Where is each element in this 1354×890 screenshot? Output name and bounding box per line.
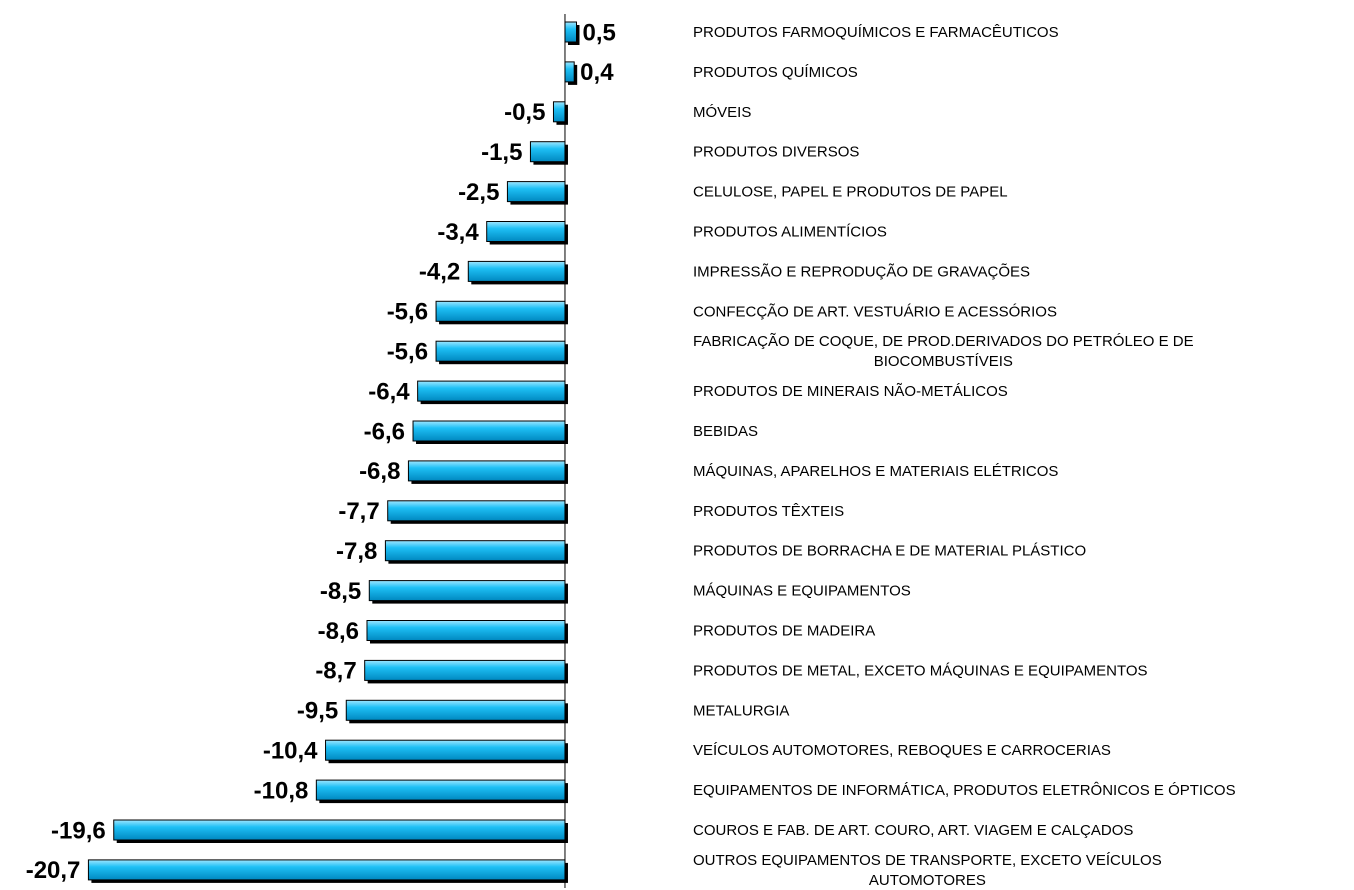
category-label: IMPRESSÃO E REPRODUÇÃO DE GRAVAÇÕES <box>693 263 1030 280</box>
value-label: -10,8 <box>254 777 309 804</box>
bar <box>113 819 566 841</box>
bar <box>407 460 566 482</box>
bar <box>364 659 566 681</box>
category-label: BEBIDAS <box>693 423 758 440</box>
value-label: -4,2 <box>419 259 460 286</box>
value-label: -8,6 <box>318 618 359 645</box>
category-label: VEÍCULOS AUTOMOTORES, REBOQUES E CARROCE… <box>693 742 1111 759</box>
value-label: -6,4 <box>368 378 410 405</box>
category-label: PRODUTOS FARMOQUÍMICOS E FARMACÊUTICOS <box>693 24 1059 41</box>
bar <box>564 21 577 43</box>
category-label: FABRICAÇÃO DE COQUE, DE PROD.DERIVADOS D… <box>693 333 1194 370</box>
value-label: -19,6 <box>51 817 106 844</box>
bar <box>506 181 566 203</box>
value-label: -7,8 <box>336 538 377 565</box>
bar <box>366 620 566 641</box>
category-label: PRODUTOS ALIMENTÍCIOS <box>693 224 887 241</box>
category-label: PRODUTOS DIVERSOS <box>693 144 859 161</box>
bar <box>435 300 566 322</box>
value-label: -20,7 <box>26 857 81 884</box>
bar <box>412 420 566 442</box>
category-label: MÁQUINAS E EQUIPAMENTOS <box>693 583 911 600</box>
category-label: METALURGIA <box>693 702 789 719</box>
value-label: -10,4 <box>263 738 318 765</box>
bar <box>417 380 566 402</box>
category-label: MÓVEIS <box>693 104 751 121</box>
value-label: -8,5 <box>320 578 361 605</box>
value-label: -5,6 <box>387 339 428 366</box>
bar <box>435 340 566 362</box>
category-label: EQUIPAMENTOS DE INFORMÁTICA, PRODUTOS EL… <box>693 782 1236 799</box>
bar <box>387 500 566 522</box>
value-label: -5,6 <box>387 299 428 326</box>
value-label: -1,5 <box>481 139 522 166</box>
category-label: COUROS E FAB. DE ART. COURO, ART. VIAGEM… <box>693 822 1133 839</box>
bar <box>529 141 566 163</box>
bar <box>552 101 566 123</box>
bar <box>467 260 566 282</box>
category-label: PRODUTOS DE BORRACHA E DE MATERIAL PLÁST… <box>693 543 1086 560</box>
category-label: CELULOSE, PAPEL E PRODUTOS DE PAPEL <box>693 184 1008 201</box>
category-label: PRODUTOS DE MINERAIS NÃO-METÁLICOS <box>693 383 1008 400</box>
value-label: -2,5 <box>458 179 499 206</box>
bar <box>325 739 566 761</box>
category-label: OUTROS EQUIPAMENTOS DE TRANSPORTE, EXCET… <box>693 852 1162 889</box>
bar <box>384 540 566 562</box>
value-label: -6,8 <box>359 458 400 485</box>
value-label: -0,5 <box>504 99 545 126</box>
bar <box>315 779 566 801</box>
bar <box>486 221 566 242</box>
value-label: -8,7 <box>315 658 356 685</box>
category-label: PRODUTOS DE METAL, EXCETO MÁQUINAS E EQU… <box>693 662 1148 679</box>
category-label: PRODUTOS QUÍMICOS <box>693 64 858 81</box>
value-label: 0,4 <box>580 59 614 86</box>
value-label: -7,7 <box>338 498 379 525</box>
bar <box>564 61 575 83</box>
bar <box>368 580 566 602</box>
category-label: PRODUTOS TÊXTEIS <box>693 503 844 520</box>
category-label: MÁQUINAS, APARELHOS E MATERIAIS ELÉTRICO… <box>693 463 1058 480</box>
bar <box>87 859 566 881</box>
value-label: -6,6 <box>364 418 405 445</box>
bar <box>345 699 566 721</box>
category-label: CONFECÇÃO DE ART. VESTUÁRIO E ACESSÓRIOS <box>693 303 1057 320</box>
value-label: -9,5 <box>297 698 338 725</box>
value-label: -3,4 <box>437 219 479 246</box>
category-label: PRODUTOS DE MADEIRA <box>693 623 875 640</box>
value-label: 0,5 <box>582 19 615 46</box>
